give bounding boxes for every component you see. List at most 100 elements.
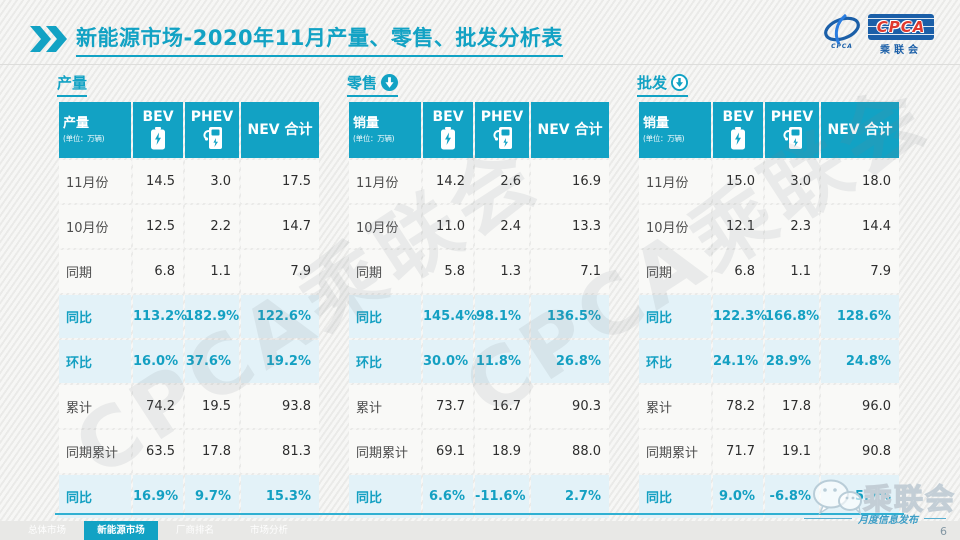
table-row: 11月份 14.2 2.6 16.9: [349, 160, 609, 203]
table-cell: 3.0: [185, 160, 239, 203]
page-title-prefix: 新能源市场: [76, 25, 184, 50]
header-col-phev: PHEV: [765, 102, 819, 158]
header-unit: (单位：万辆): [353, 134, 395, 144]
table-cell: 2.6: [475, 160, 529, 203]
row-label: 11月份: [639, 160, 711, 203]
table-cell: 166.8%: [765, 295, 819, 338]
header-col-nev: NEV 合计: [241, 102, 319, 158]
table-cell: 182.9%: [185, 295, 239, 338]
table-cell: 122.3%: [713, 295, 767, 338]
table-body: 11月份 14.2 2.6 16.9 10月份 11.0 2.4 13.3 同期 5.8 1.3 7.…: [349, 160, 609, 518]
col-label-nev: NEV 合计: [247, 121, 313, 138]
header-label-cell: 销量 (单位：万辆): [349, 102, 421, 158]
production-section-title: 产量: [57, 72, 88, 97]
cpca-logo: CPCA CPCA 乘联会: [821, 14, 934, 56]
footer-tab-nev-market[interactable]: 新能源市场: [84, 521, 158, 540]
cpca-box-subtext: 乘联会: [880, 45, 922, 56]
table-cell: 14.5: [133, 160, 183, 203]
table-cell: 12.5: [133, 205, 183, 248]
table-cell: 9.7%: [185, 475, 239, 518]
table-cell: 1.1: [185, 250, 239, 293]
table-cell: 90.8: [821, 430, 899, 473]
row-label: 环比: [639, 340, 711, 383]
table-row: 同比 145.4% 98.1% 136.5%: [349, 295, 609, 338]
row-label: 10月份: [639, 205, 711, 248]
table-cell: 69.1: [423, 430, 473, 473]
table-cell: 16.9%: [133, 475, 183, 518]
table-cell: 7.9: [241, 250, 319, 293]
row-label: 同比: [59, 475, 131, 518]
charging-station-icon: [783, 127, 802, 150]
battery-icon: [441, 126, 455, 150]
table-cell: 7.9: [821, 250, 899, 293]
header-col-nev: NEV 合计: [531, 102, 609, 158]
row-label: 同比: [59, 295, 131, 338]
row-label: 同期累计: [349, 430, 421, 473]
col-label-nev: NEV 合计: [827, 121, 893, 138]
row-label: 累计: [59, 385, 131, 428]
page-title: 新能源市场-2020年11月产量、零售、批发分析表: [76, 22, 563, 57]
header-col-phev: PHEV: [185, 102, 239, 158]
footer-nav: 总体市场 新能源市场 厂商排名 市场分析: [0, 521, 960, 540]
table-row: 累计 73.7 16.7 90.3: [349, 385, 609, 428]
table-cell: 24.1%: [713, 340, 763, 383]
header-label-cell: 销量 (单位：万辆): [639, 102, 711, 158]
col-label-bev: BEV: [432, 109, 464, 126]
row-label: 环比: [59, 340, 131, 383]
col-label-phev: PHEV: [480, 108, 524, 125]
table-cell: 17.5: [241, 160, 319, 203]
row-label: 11月份: [59, 160, 131, 203]
cpca-box: CPCA: [868, 14, 934, 40]
table-cell: 11.0: [423, 205, 473, 248]
page-title-rest: -2020年11月产量、零售、批发分析表: [183, 25, 563, 50]
down-arrow-filled-icon: [381, 74, 399, 91]
table-cell: 128.6%: [821, 295, 899, 338]
table-row: 10月份 12.5 2.2 14.7: [59, 205, 319, 248]
tables-area: 产量 产量 (单位：万辆) BEV: [57, 72, 901, 520]
table-cell: 17.8: [185, 430, 239, 473]
header-col-nev: NEV 合计: [821, 102, 899, 158]
table-cell: 14.7: [241, 205, 319, 248]
section-title-text: 产量: [57, 74, 88, 92]
table-cell: 13.3: [531, 205, 609, 248]
header-unit: (单位：万辆): [63, 134, 105, 144]
header-row: 产量 (单位：万辆) BEV: [59, 102, 319, 158]
row-label: 累计: [349, 385, 421, 428]
table-cell: 26.8%: [531, 340, 609, 383]
row-label: 同比: [639, 295, 711, 338]
retail-table-section: 零售 销量 (单位：万辆) BEV: [347, 72, 611, 520]
header-label-cell: 产量 (单位：万辆): [59, 102, 131, 158]
table-row: 环比 30.0% 11.8% 26.8%: [349, 340, 609, 383]
slide-header: 新能源市场-2020年11月产量、零售、批发分析表: [30, 16, 930, 62]
row-label: 累计: [639, 385, 711, 428]
footer-tab-overall-market[interactable]: 总体市场: [27, 525, 66, 536]
table-cell: 19.5: [185, 385, 239, 428]
table-cell: 81.3: [241, 430, 319, 473]
table-cell: 74.2: [133, 385, 183, 428]
page-number: 6: [940, 525, 947, 538]
table-row: 同期累计 63.5 17.8 81.3: [59, 430, 319, 473]
col-label-phev: PHEV: [190, 108, 234, 125]
header-label: 销量: [353, 115, 380, 131]
footer-tab-market-analysis[interactable]: 市场分析: [249, 525, 288, 536]
table-cell: 6.8: [713, 250, 763, 293]
row-label: 环比: [349, 340, 421, 383]
battery-icon: [731, 126, 745, 150]
table-row: 10月份 11.0 2.4 13.3: [349, 205, 609, 248]
table-cell: 2.2: [185, 205, 239, 248]
row-label: 同比: [349, 295, 421, 338]
table-cell: 16.0%: [133, 340, 183, 383]
table-cell: 63.5: [133, 430, 183, 473]
table-row: 11月份 15.0 3.0 18.0: [639, 160, 899, 203]
row-label: 10月份: [59, 205, 131, 248]
footer-tab-manufacturer-ranking[interactable]: 厂商排名: [175, 525, 214, 536]
charging-station-icon: [493, 127, 512, 150]
header-col-bev: BEV: [713, 102, 763, 158]
table-row: 同期 6.8 1.1 7.9: [639, 250, 899, 293]
table-cell: 16.9: [531, 160, 609, 203]
table-cell: 1.1: [765, 250, 819, 293]
table-cell: 18.0: [821, 160, 899, 203]
section-title-text: 零售: [347, 74, 378, 92]
retail-section-title: 零售: [347, 72, 399, 97]
table-row: 10月份 12.1 2.3 14.4: [639, 205, 899, 248]
